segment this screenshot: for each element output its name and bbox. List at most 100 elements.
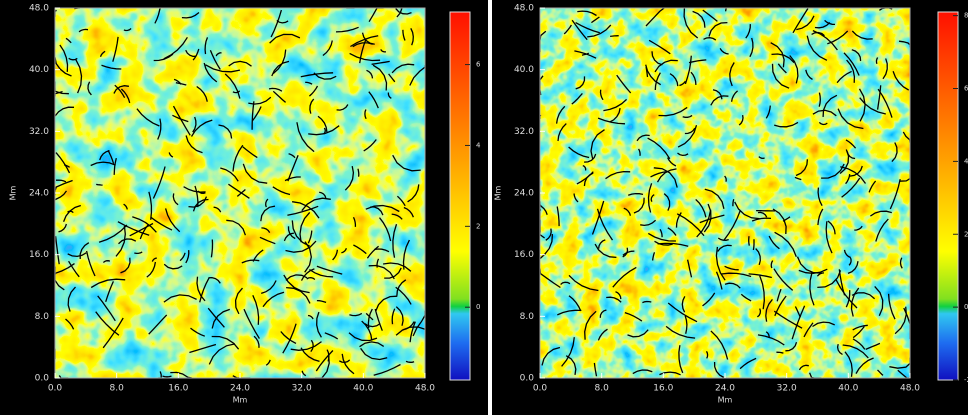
streamline	[825, 221, 833, 254]
streamline	[539, 204, 548, 215]
streamline	[821, 163, 845, 179]
streamline	[659, 229, 663, 238]
streamline	[299, 211, 311, 243]
streamline	[357, 168, 360, 177]
streamline	[842, 344, 869, 359]
streamline	[575, 76, 586, 90]
streamline	[705, 351, 709, 359]
streamline	[827, 30, 849, 45]
streamline	[835, 279, 858, 309]
streamline	[101, 64, 122, 70]
streamline	[309, 98, 315, 114]
streamline	[163, 36, 188, 60]
colorbar-tick-label: -2	[964, 376, 968, 384]
streamline	[776, 351, 784, 354]
streamline	[633, 197, 645, 214]
streamline	[852, 324, 868, 331]
streamline	[651, 252, 656, 261]
streamline	[703, 37, 717, 41]
streamline	[740, 293, 752, 302]
colorbar-tick-label: 8	[964, 12, 968, 20]
streamline	[190, 119, 213, 137]
streamline	[734, 201, 760, 220]
streamline	[205, 64, 241, 73]
streamline	[163, 294, 197, 303]
streamline	[234, 287, 243, 315]
streamline	[636, 134, 650, 142]
streamline	[647, 183, 653, 213]
streamline	[172, 105, 191, 136]
streamline	[656, 168, 677, 183]
streamline	[163, 263, 183, 270]
streamline	[199, 277, 210, 303]
streamline	[363, 139, 377, 152]
streamline	[164, 208, 181, 233]
streamline	[599, 309, 607, 318]
colorbar	[449, 11, 471, 381]
streamline	[359, 39, 367, 64]
streamline	[876, 85, 882, 110]
streamline	[304, 241, 312, 273]
streamline	[541, 346, 561, 366]
x-tick-label: 32.0	[292, 384, 312, 394]
streamline	[794, 306, 801, 318]
streamline	[403, 206, 414, 218]
streamline	[120, 88, 131, 104]
streamline	[286, 286, 311, 304]
streamline	[232, 90, 241, 94]
streamline	[107, 150, 115, 164]
streamline	[667, 227, 677, 236]
streamline	[105, 281, 114, 303]
streamline	[795, 159, 809, 177]
streamline	[323, 127, 326, 135]
streamline	[183, 186, 206, 193]
streamline	[678, 345, 684, 374]
streamline	[843, 52, 860, 76]
streamline	[102, 317, 124, 349]
streamline	[151, 257, 157, 262]
colorbar-tick-label: 2	[476, 222, 480, 230]
streamline	[300, 347, 320, 363]
streamline	[405, 360, 415, 363]
streamline	[335, 26, 359, 33]
streamline	[270, 9, 283, 38]
streamline	[54, 106, 75, 117]
streamline	[724, 282, 741, 289]
streamline	[615, 291, 622, 300]
streamline	[317, 115, 328, 133]
streamline	[172, 114, 189, 123]
streamline	[827, 220, 836, 235]
streamline	[392, 154, 421, 172]
streamline	[590, 129, 605, 160]
streamline	[818, 92, 821, 107]
streamline	[402, 239, 410, 270]
streamline	[189, 343, 217, 354]
streamline	[739, 357, 757, 370]
streamline	[224, 73, 241, 99]
streamline	[757, 334, 785, 346]
streamline	[837, 108, 864, 130]
streamline	[576, 171, 594, 185]
streamline	[704, 188, 725, 209]
streamline	[215, 52, 222, 57]
colorbar-tick-label: 0	[476, 303, 480, 311]
streamline	[798, 364, 809, 371]
streamline	[891, 142, 898, 163]
streamline	[192, 198, 209, 212]
x-axis-label: Mm	[233, 396, 248, 405]
streamline	[68, 260, 80, 278]
streamline	[148, 314, 168, 335]
streamline	[848, 257, 852, 266]
streamline	[59, 44, 69, 72]
streamline	[168, 152, 174, 158]
streamline	[192, 48, 200, 61]
streamline	[260, 280, 277, 295]
streamline	[568, 295, 582, 312]
streamline	[265, 359, 271, 366]
streamline	[723, 210, 741, 241]
streamline	[683, 7, 699, 39]
streamline	[632, 369, 653, 375]
streamline	[409, 321, 416, 343]
streamline	[851, 292, 876, 300]
streamline	[55, 179, 67, 183]
